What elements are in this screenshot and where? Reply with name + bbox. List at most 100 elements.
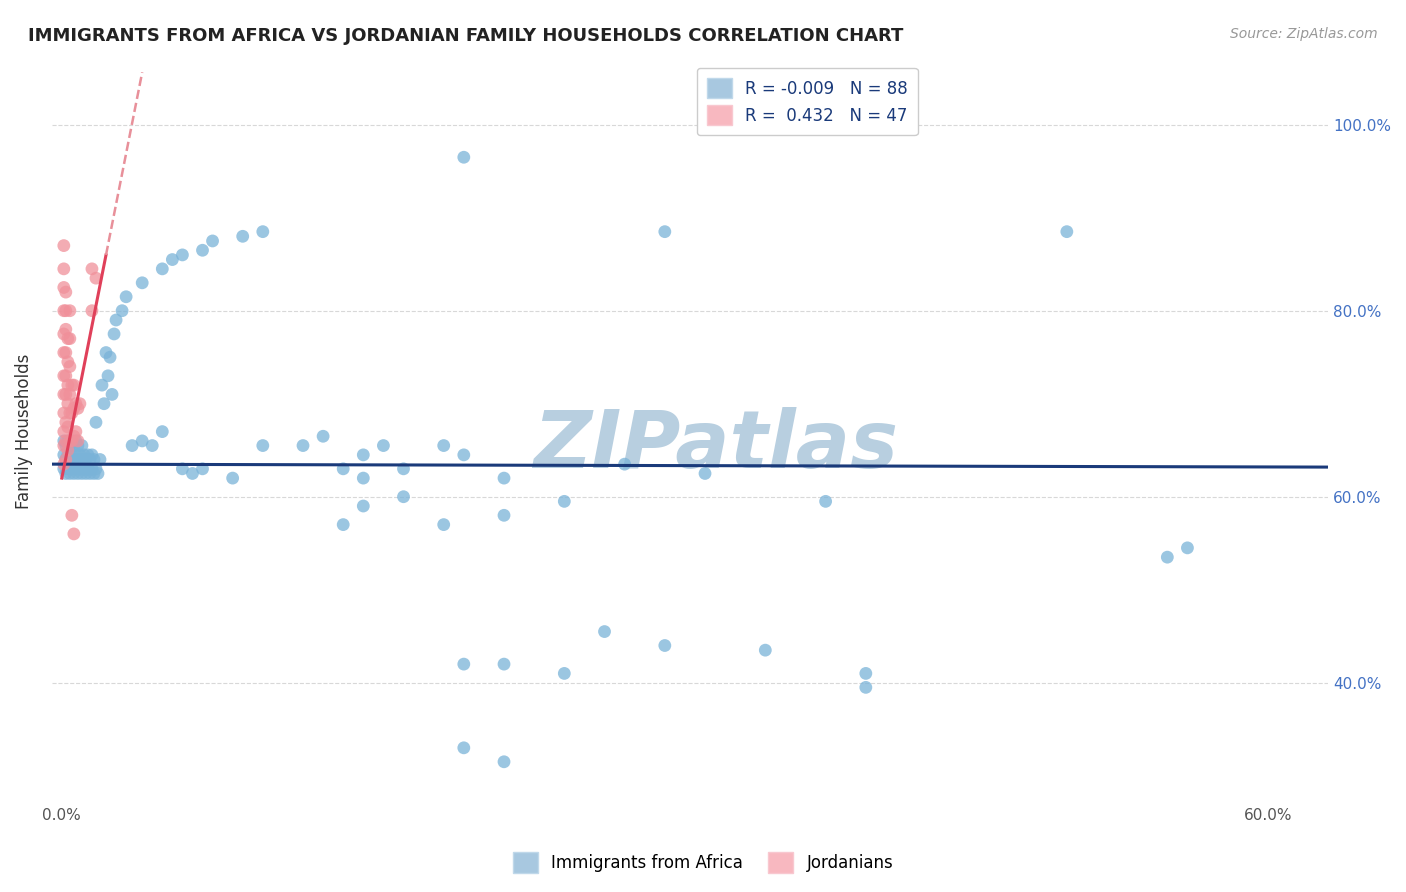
Point — [52, 439, 75, 453]
Point — [65, 462, 87, 476]
Point — [1056, 225, 1078, 239]
Point — [55, 434, 77, 448]
Point — [60, 378, 83, 392]
Point — [52, 303, 75, 318]
Point — [181, 467, 204, 481]
Point — [693, 467, 716, 481]
Point — [60, 508, 83, 523]
Point — [101, 387, 124, 401]
Point — [55, 387, 77, 401]
Point — [73, 462, 96, 476]
Point — [66, 439, 89, 453]
Point — [453, 150, 475, 164]
Point — [59, 434, 82, 448]
Point — [593, 624, 616, 639]
Point — [131, 434, 153, 448]
Point — [121, 439, 143, 453]
Point — [77, 448, 100, 462]
Point — [55, 303, 77, 318]
Point — [131, 276, 153, 290]
Point — [59, 359, 82, 374]
Point — [84, 415, 107, 429]
Point — [69, 397, 91, 411]
Point — [59, 452, 82, 467]
Point — [252, 225, 274, 239]
Point — [115, 290, 138, 304]
Point — [60, 448, 83, 462]
Point — [94, 345, 117, 359]
Point — [60, 434, 83, 448]
Point — [52, 326, 75, 341]
Legend: R = -0.009   N = 88, R =  0.432   N = 47: R = -0.009 N = 88, R = 0.432 N = 47 — [696, 68, 918, 136]
Point — [97, 368, 120, 383]
Point — [855, 681, 877, 695]
Point — [252, 439, 274, 453]
Point — [91, 378, 114, 392]
Point — [172, 248, 194, 262]
Point — [221, 471, 243, 485]
Point — [59, 406, 82, 420]
Point — [55, 467, 77, 481]
Point — [52, 457, 75, 471]
Point — [191, 244, 214, 258]
Y-axis label: Family Households: Family Households — [15, 354, 32, 509]
Text: Source: ZipAtlas.com: Source: ZipAtlas.com — [1230, 27, 1378, 41]
Point — [70, 452, 93, 467]
Point — [80, 261, 103, 276]
Point — [65, 448, 87, 462]
Point — [352, 499, 374, 513]
Point — [232, 229, 254, 244]
Point — [613, 457, 636, 471]
Point — [56, 378, 79, 392]
Point — [292, 439, 315, 453]
Point — [105, 313, 128, 327]
Point — [59, 332, 82, 346]
Point — [65, 397, 87, 411]
Point — [98, 350, 121, 364]
Point — [52, 462, 75, 476]
Point — [352, 448, 374, 462]
Point — [69, 448, 91, 462]
Point — [312, 429, 335, 443]
Point — [56, 448, 79, 462]
Point — [453, 448, 475, 462]
Point — [492, 508, 515, 523]
Point — [392, 490, 415, 504]
Point — [373, 439, 395, 453]
Point — [56, 420, 79, 434]
Point — [553, 494, 575, 508]
Point — [75, 452, 97, 467]
Point — [79, 452, 101, 467]
Point — [201, 234, 224, 248]
Point — [63, 452, 86, 467]
Point — [553, 666, 575, 681]
Point — [63, 527, 86, 541]
Point — [55, 322, 77, 336]
Point — [70, 439, 93, 453]
Point — [654, 639, 676, 653]
Point — [66, 467, 89, 481]
Point — [754, 643, 776, 657]
Point — [56, 397, 79, 411]
Point — [59, 439, 82, 453]
Point — [52, 261, 75, 276]
Legend: Immigrants from Africa, Jordanians: Immigrants from Africa, Jordanians — [506, 846, 900, 880]
Point — [162, 252, 184, 267]
Point — [59, 303, 82, 318]
Point — [83, 452, 105, 467]
Point — [191, 462, 214, 476]
Point — [453, 740, 475, 755]
Point — [332, 462, 354, 476]
Point — [63, 378, 86, 392]
Point — [66, 452, 89, 467]
Point — [89, 452, 111, 467]
Point — [654, 225, 676, 239]
Point — [63, 429, 86, 443]
Point — [492, 471, 515, 485]
Point — [103, 326, 125, 341]
Point — [55, 439, 77, 453]
Point — [492, 657, 515, 672]
Point — [60, 406, 83, 420]
Point — [52, 406, 75, 420]
Point — [52, 368, 75, 383]
